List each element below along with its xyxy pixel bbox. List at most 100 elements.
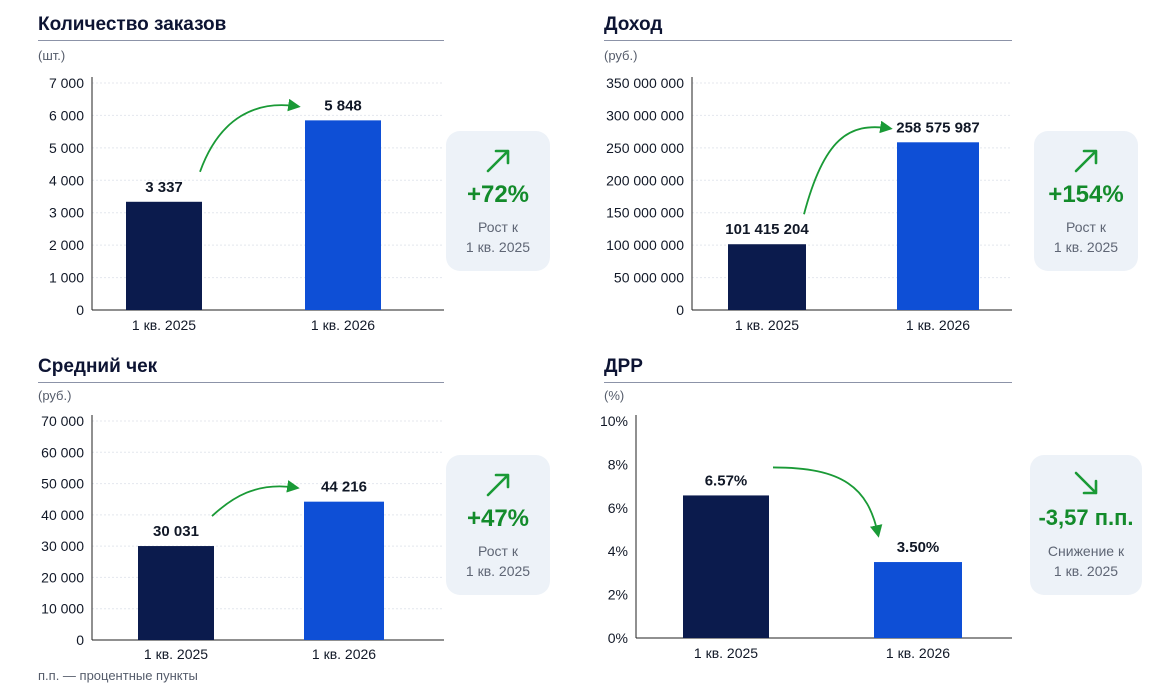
avgcheck-growth-caption-line2: 1 кв. 2025 bbox=[465, 563, 531, 579]
unit-label: (руб.) bbox=[604, 48, 637, 63]
x-tick-label: 1 кв. 2025 bbox=[735, 317, 799, 333]
unit-label: (шт.) bbox=[38, 48, 65, 63]
y-tick-label: 8% bbox=[608, 456, 628, 472]
y-tick-label: 50 000 000 bbox=[614, 270, 684, 286]
revenue-panel: Доход (руб.) 0 50 000 000 100 000 000 150 00… bbox=[604, 14, 1164, 344]
avgcheck-growth-value: +47% bbox=[466, 505, 530, 532]
trend-up-arrow-icon bbox=[446, 469, 550, 501]
y-tick-label: 6 000 bbox=[49, 107, 84, 123]
y-tick-label: 30 000 bbox=[41, 538, 84, 554]
x-tick-label: 1 кв. 2026 bbox=[886, 645, 950, 661]
x-tick-label: 1 кв. 2026 bbox=[312, 646, 376, 662]
drr-change-card: -3,57 п.п. Снижение к 1 кв. 2025 bbox=[1030, 455, 1142, 595]
orders-panel: Количество заказов (шт.) 0 1 000 2 000 3 000… bbox=[38, 14, 568, 344]
drr-chart: (%) 0% 2% 4% 6% 8% 10% 6.57% 1 кв. 2025 3.50% 1 кв… bbox=[600, 388, 1012, 661]
value-label: 30 031 bbox=[153, 523, 199, 540]
y-tick-label: 250 000 000 bbox=[606, 140, 684, 156]
footnote: п.п. — процентные пункты bbox=[38, 668, 198, 683]
y-tick-label: 0 bbox=[76, 632, 84, 648]
y-tick-label: 200 000 000 bbox=[606, 172, 684, 188]
growth-connector-arrow bbox=[211, 480, 300, 517]
value-label: 3 337 bbox=[145, 179, 183, 196]
unit-label: (%) bbox=[604, 388, 624, 403]
value-label: 5 848 bbox=[324, 97, 362, 114]
y-tick-label: 10% bbox=[600, 413, 628, 429]
y-tick-label: 70 000 bbox=[41, 413, 84, 429]
revenue-growth-card: +154% Рост к 1 кв. 2025 bbox=[1034, 131, 1138, 271]
y-tick-label: 40 000 bbox=[41, 507, 84, 523]
revenue-chart: (руб.) 0 50 000 000 100 000 000 150 000 000 2… bbox=[604, 48, 1012, 333]
bar-2025 bbox=[683, 495, 769, 638]
y-tick-label: 2% bbox=[608, 587, 628, 603]
value-label: 3.50% bbox=[897, 539, 940, 556]
x-tick-label: 1 кв. 2025 bbox=[132, 317, 196, 333]
arrow-up-right-glyph bbox=[486, 149, 510, 173]
bar-2026 bbox=[305, 120, 381, 310]
revenue-title: Доход bbox=[604, 14, 663, 35]
revenue-growth-caption-line1: Рост к bbox=[1066, 219, 1106, 235]
y-tick-label: 0% bbox=[608, 630, 628, 646]
arrow-up-right-glyph bbox=[1074, 149, 1098, 173]
y-tick-label: 300 000 000 bbox=[606, 107, 684, 123]
bar-2025 bbox=[126, 201, 202, 310]
y-tick-label: 4% bbox=[608, 543, 628, 559]
y-tick-label: 3 000 bbox=[49, 205, 84, 221]
y-tick-label: 60 000 bbox=[41, 444, 84, 460]
bar-2025 bbox=[728, 244, 806, 310]
orders-growth-caption-line2: 1 кв. 2025 bbox=[465, 239, 531, 255]
y-tick-label: 1 000 bbox=[49, 270, 84, 286]
arrow-down-right-glyph bbox=[1074, 471, 1098, 495]
growth-connector-arrow bbox=[199, 98, 301, 173]
orders-growth-card: +72% Рост к 1 кв. 2025 bbox=[446, 131, 550, 271]
orders-growth-caption-line1: Рост к bbox=[478, 219, 518, 235]
drr-change-value: -3,57 п.п. bbox=[1038, 505, 1134, 530]
value-label: 101 415 204 bbox=[725, 221, 809, 238]
y-tick-label: 20 000 bbox=[41, 569, 84, 585]
y-tick-label: 2 000 bbox=[49, 237, 84, 253]
value-label: 6.57% bbox=[705, 472, 748, 489]
trend-up-arrow-icon bbox=[446, 145, 550, 177]
growth-connector-arrow bbox=[803, 120, 893, 215]
y-tick-label: 7 000 bbox=[49, 75, 84, 91]
revenue-growth-caption-line2: 1 кв. 2025 bbox=[1053, 239, 1119, 255]
drr-change-caption-line2: 1 кв. 2025 bbox=[1053, 563, 1119, 579]
y-tick-label: 50 000 bbox=[41, 476, 84, 492]
x-tick-label: 1 кв. 2026 bbox=[311, 317, 375, 333]
orders-growth-value: +72% bbox=[466, 181, 530, 208]
x-tick-label: 1 кв. 2025 bbox=[694, 645, 758, 661]
trend-down-arrow-icon bbox=[1030, 469, 1142, 501]
drr-change-caption-line1: Снижение к bbox=[1047, 543, 1125, 559]
bar-2026 bbox=[874, 562, 962, 638]
orders-title-rule bbox=[38, 40, 444, 41]
x-tick-label: 1 кв. 2025 bbox=[144, 646, 208, 662]
y-tick-label: 0 bbox=[76, 302, 84, 318]
orders-chart: (шт.) 0 1 000 2 000 3 000 4 000 5 000 6 000 7 00… bbox=[38, 48, 444, 333]
avgcheck-title: Средний чек bbox=[38, 356, 158, 377]
avgcheck-panel: Средний чек (руб.) 0 10 000 20 000 30 000 40 … bbox=[38, 356, 568, 666]
orders-title: Количество заказов bbox=[38, 14, 227, 35]
drr-change-caption: Снижение к 1 кв. 2025 bbox=[1030, 541, 1142, 581]
y-tick-label: 6% bbox=[608, 500, 628, 516]
y-tick-label: 100 000 000 bbox=[606, 237, 684, 253]
x-tick-label: 1 кв. 2026 bbox=[906, 317, 970, 333]
avgcheck-chart: (руб.) 0 10 000 20 000 30 000 40 000 50 000 60 … bbox=[38, 388, 444, 662]
avgcheck-growth-caption: Рост к 1 кв. 2025 bbox=[446, 541, 550, 581]
y-tick-label: 4 000 bbox=[49, 172, 84, 188]
y-tick-label: 5 000 bbox=[49, 140, 84, 156]
drr-title-rule bbox=[604, 382, 1012, 383]
avgcheck-title-rule bbox=[38, 382, 444, 383]
value-label: 44 216 bbox=[321, 479, 367, 496]
drr-title: ДРР bbox=[604, 356, 643, 377]
y-tick-label: 10 000 bbox=[41, 601, 84, 617]
y-tick-label: 350 000 000 bbox=[606, 75, 684, 91]
growth-connector-arrow bbox=[772, 466, 883, 538]
avgcheck-growth-caption-line1: Рост к bbox=[478, 543, 518, 559]
bar-2025 bbox=[138, 546, 214, 640]
avgcheck-growth-card: +47% Рост к 1 кв. 2025 bbox=[446, 455, 550, 595]
y-tick-label: 150 000 000 bbox=[606, 205, 684, 221]
unit-label: (руб.) bbox=[38, 388, 71, 403]
orders-growth-caption: Рост к 1 кв. 2025 bbox=[446, 217, 550, 257]
y-tick-label: 0 bbox=[676, 302, 684, 318]
revenue-title-rule bbox=[604, 40, 1012, 41]
revenue-growth-value: +154% bbox=[1048, 181, 1124, 208]
